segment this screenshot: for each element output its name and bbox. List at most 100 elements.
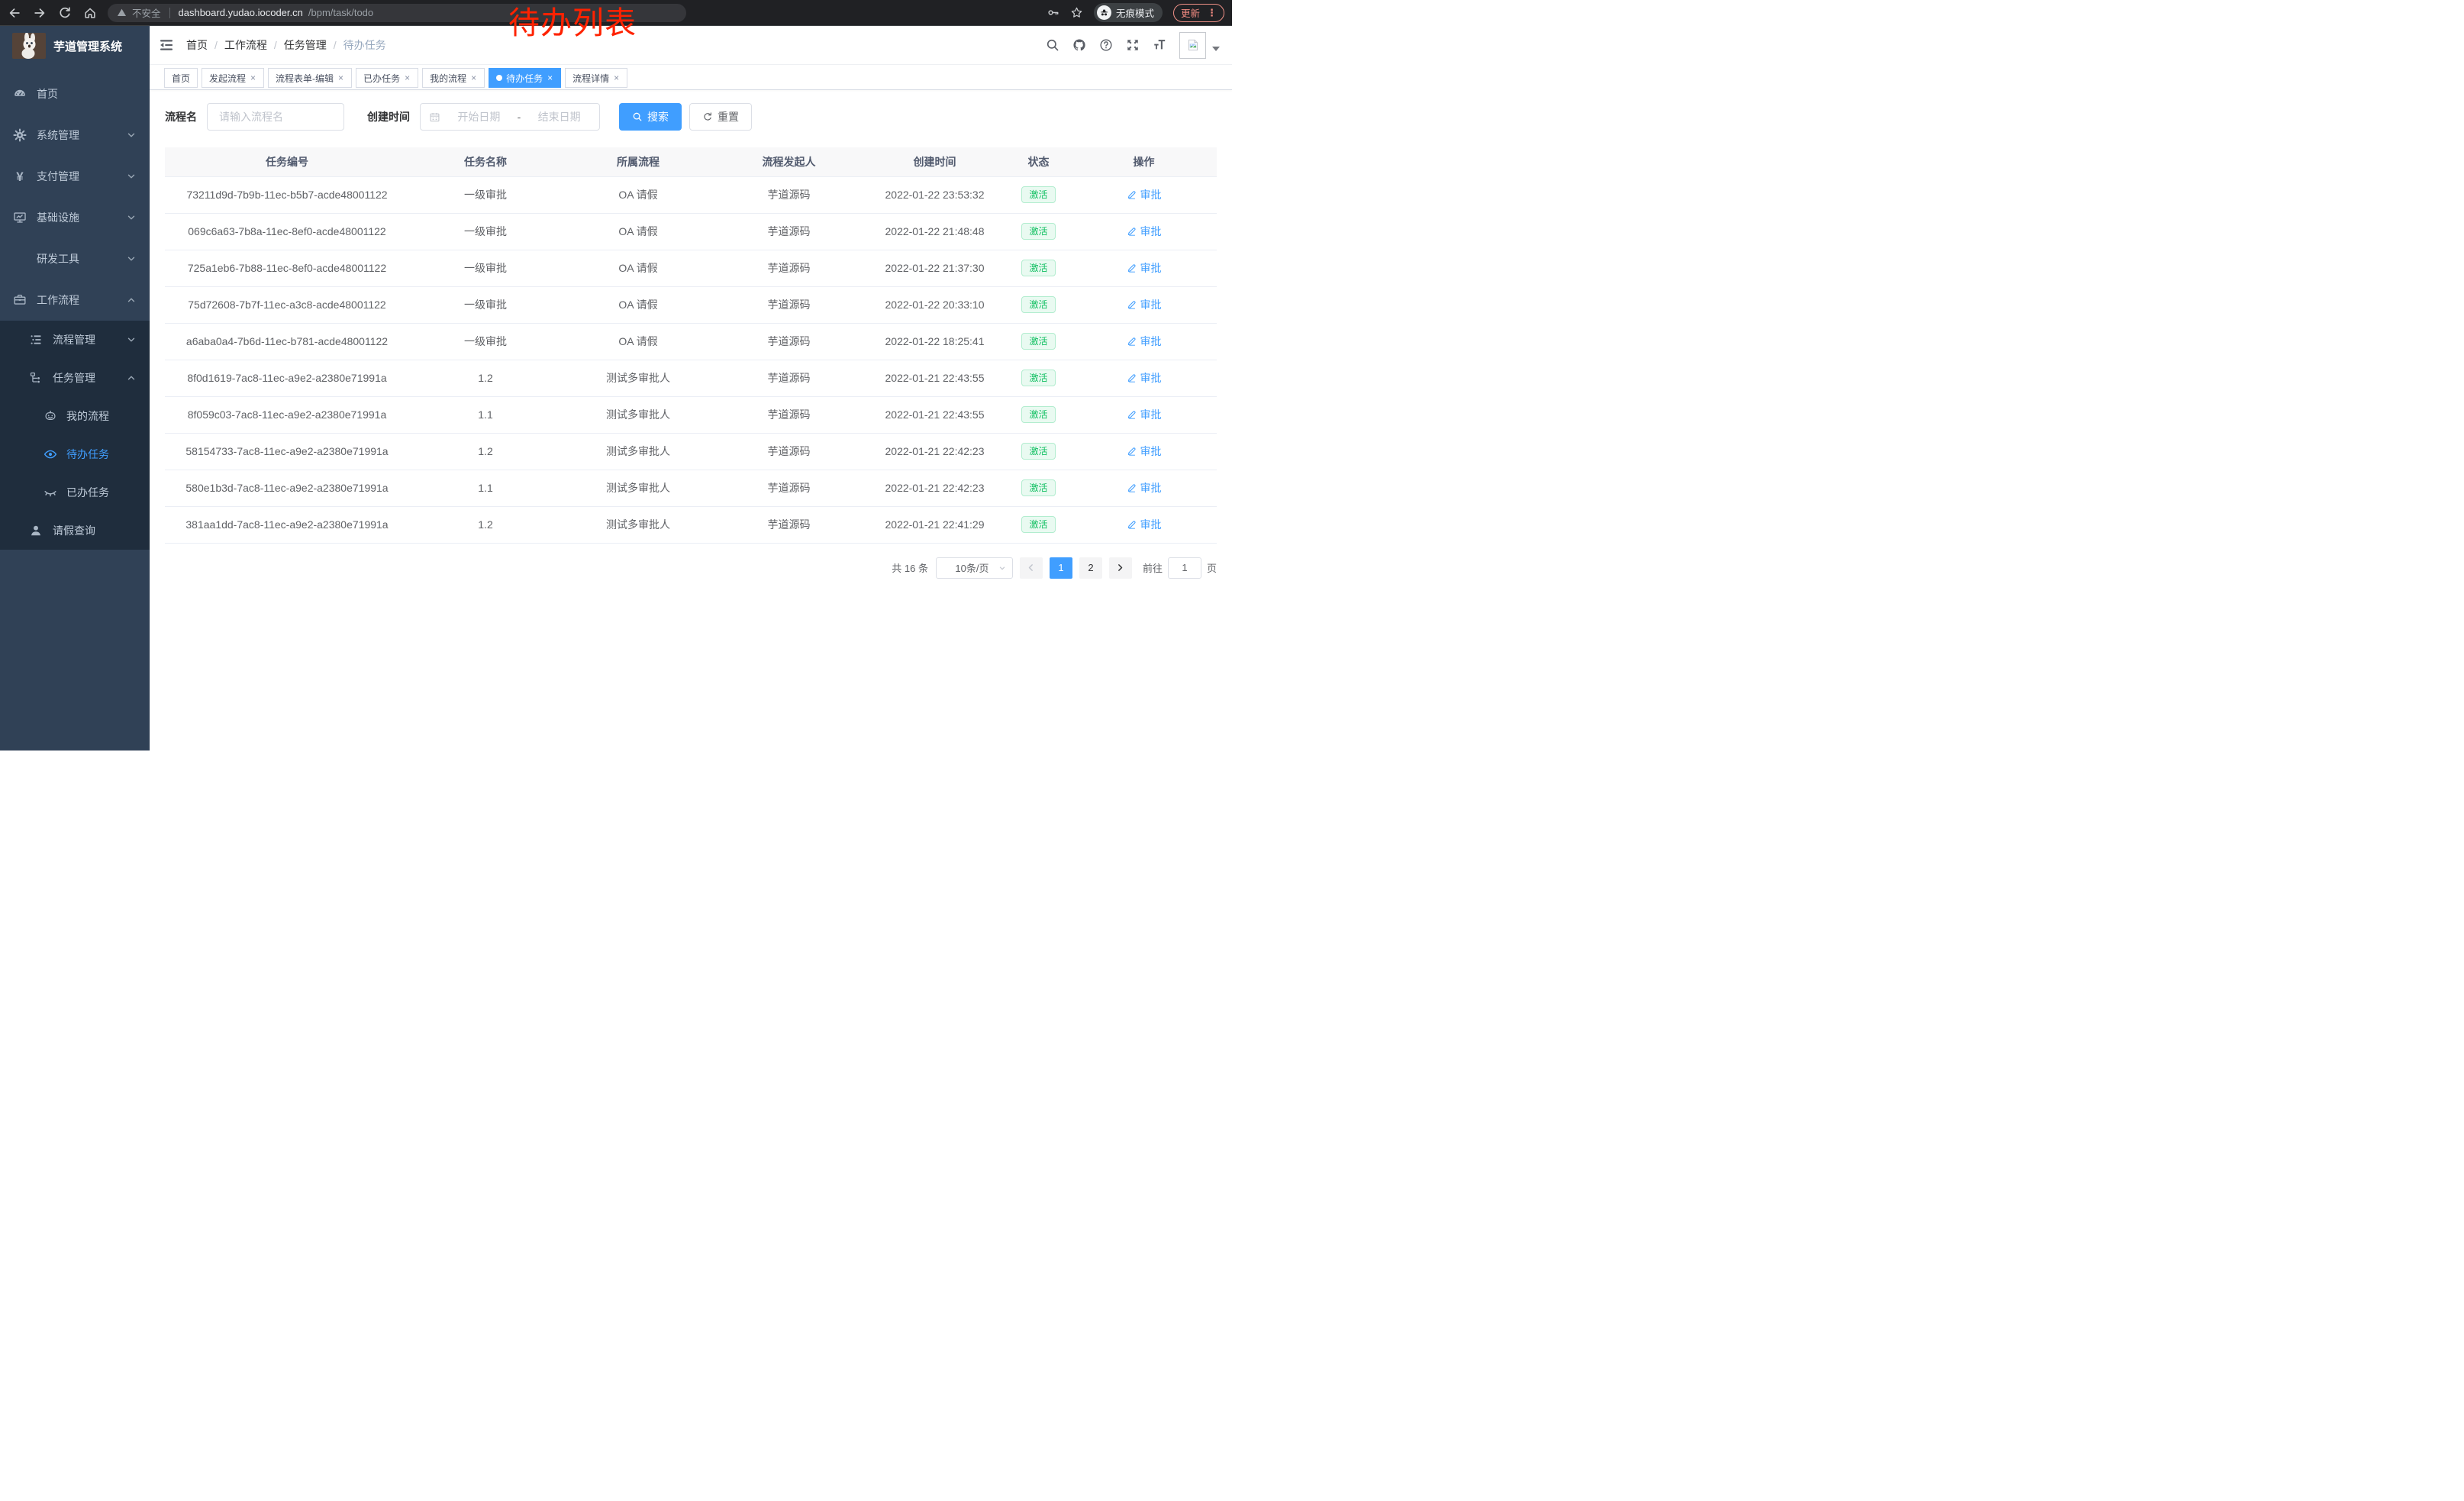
approve-button[interactable]: 审批 xyxy=(1127,297,1162,312)
fullscreen-icon[interactable] xyxy=(1126,38,1140,52)
close-icon[interactable]: × xyxy=(614,73,620,83)
tab-label: 待办任务 xyxy=(506,73,543,84)
next-page-button[interactable] xyxy=(1108,557,1132,579)
sidebar-item-my-process[interactable]: 我的流程 xyxy=(0,397,150,435)
tab-home[interactable]: 首页 xyxy=(164,68,198,88)
page-size-select[interactable]: 10条/页 xyxy=(935,557,1013,579)
approve-label: 审批 xyxy=(1140,372,1162,384)
approve-button[interactable]: 审批 xyxy=(1127,187,1162,202)
breadcrumb: 首页 / 工作流程 / 任务管理 / 待办任务 xyxy=(186,37,386,53)
starter-cell: 芋道源码 xyxy=(714,176,863,214)
approve-label: 审批 xyxy=(1140,299,1162,311)
tab-done-tasks[interactable]: 已办任务 × xyxy=(356,68,419,88)
breadcrumb-task-management[interactable]: 任务管理 xyxy=(283,39,327,51)
created-time-cell: 2022-01-22 18:25:41 xyxy=(863,323,1006,360)
help-icon[interactable] xyxy=(1099,38,1113,52)
user-avatar-menu[interactable] xyxy=(1179,31,1220,59)
browser-menu-icon[interactable]: ⋮ xyxy=(1207,6,1217,18)
edit-icon xyxy=(1127,373,1137,383)
github-icon[interactable] xyxy=(1072,38,1086,52)
process-cell: 测试多审批人 xyxy=(562,360,714,397)
tab-start-process[interactable]: 发起流程 × xyxy=(202,68,265,88)
approve-button[interactable]: 审批 xyxy=(1127,407,1162,422)
tab-todo-tasks[interactable]: 待办任务 × xyxy=(489,68,562,88)
status-cell: 激活 xyxy=(1006,286,1071,324)
page-1-button[interactable]: 1 xyxy=(1049,557,1072,579)
action-cell: 审批 xyxy=(1071,506,1217,544)
forward-icon[interactable] xyxy=(33,6,47,20)
process-cell: 测试多审批人 xyxy=(562,433,714,470)
edit-icon xyxy=(1127,409,1137,420)
sidebar-item-infrastructure[interactable]: 基础设施 xyxy=(0,197,150,238)
app-title: 芋道管理系统 xyxy=(53,40,123,53)
url-host[interactable]: dashboard.yudao.iocoder.cn xyxy=(178,7,303,18)
chrome-update-button[interactable]: 更新 ⋮ xyxy=(1172,3,1224,22)
sidebar-item-done-tasks[interactable]: 已办任务 xyxy=(0,473,150,512)
sidebar-item-todo-tasks[interactable]: 待办任务 xyxy=(0,435,150,473)
approve-button[interactable]: 审批 xyxy=(1127,444,1162,459)
process-name-input[interactable]: 请输入流程名 xyxy=(207,103,344,131)
back-icon[interactable] xyxy=(8,6,21,20)
sidebar-item-leave-query[interactable]: 请假查询 xyxy=(0,512,150,550)
url-path[interactable]: /bpm/task/todo xyxy=(308,7,374,18)
sidebar-logo[interactable]: 芋道管理系统 xyxy=(0,26,150,66)
close-icon[interactable]: × xyxy=(405,73,411,83)
close-icon[interactable]: × xyxy=(547,73,553,83)
approve-button[interactable]: 审批 xyxy=(1127,224,1162,239)
tab-form-edit[interactable]: 流程表单-编辑 × xyxy=(268,68,353,88)
update-label[interactable]: 更新 xyxy=(1180,8,1200,19)
reload-icon[interactable] xyxy=(58,6,72,20)
table-row: 75d72608-7b7f-11ec-a3c8-acde48001122 一级审批… xyxy=(165,286,1217,324)
sidebar-item-home[interactable]: 首页 xyxy=(0,73,150,115)
prev-page-button[interactable] xyxy=(1019,557,1043,579)
font-size-icon[interactable] xyxy=(1153,38,1166,52)
home-icon[interactable] xyxy=(83,6,97,20)
search-icon[interactable] xyxy=(1046,38,1059,52)
bookmark-star-icon[interactable] xyxy=(1070,6,1083,19)
task-name-cell: 一级审批 xyxy=(409,323,562,360)
key-icon[interactable] xyxy=(1047,6,1059,19)
date-range-picker[interactable]: 开始日期 - 结束日期 xyxy=(420,103,600,131)
created-time-cell: 2022-01-21 22:43:55 xyxy=(863,396,1006,434)
goto-page-input[interactable]: 1 xyxy=(1167,557,1201,579)
task-id-cell: 73211d9d-7b9b-11ec-b5b7-acde48001122 xyxy=(165,176,409,214)
starter-cell: 芋道源码 xyxy=(714,250,863,287)
tab-process-detail[interactable]: 流程详情 × xyxy=(565,68,628,88)
breadcrumb-home[interactable]: 首页 xyxy=(186,39,208,51)
approve-label: 审批 xyxy=(1140,482,1162,494)
task-name-cell: 1.1 xyxy=(409,470,562,507)
approve-button[interactable]: 审批 xyxy=(1127,480,1162,495)
breadcrumb-workflow[interactable]: 工作流程 xyxy=(224,39,267,51)
approve-label: 审批 xyxy=(1140,408,1162,421)
dashboard-icon xyxy=(13,87,27,101)
sidebar-item-system-management[interactable]: 系统管理 xyxy=(0,115,150,156)
reset-button[interactable]: 重置 xyxy=(689,103,752,131)
sidebar-collapse-icon[interactable] xyxy=(159,37,174,53)
approve-button[interactable]: 审批 xyxy=(1127,334,1162,349)
status-badge: 激活 xyxy=(1021,223,1056,240)
tab-my-process[interactable]: 我的流程 × xyxy=(422,68,485,88)
page-size-value: 10条/页 xyxy=(955,563,989,574)
sidebar-item-task-management[interactable]: 任务管理 xyxy=(0,359,150,397)
security-label[interactable]: 不安全 xyxy=(132,8,161,19)
close-icon[interactable]: × xyxy=(250,73,256,83)
sidebar-item-label: 流程管理 xyxy=(53,334,95,346)
page-2-button[interactable]: 2 xyxy=(1079,557,1102,579)
sidebar-item-workflow[interactable]: 工作流程 xyxy=(0,279,150,321)
close-icon[interactable]: × xyxy=(471,73,477,83)
approve-button[interactable]: 审批 xyxy=(1127,517,1162,532)
task-id-cell: 8f0d1619-7ac8-11ec-a9e2-a2380e71991a xyxy=(165,360,409,397)
address-bar[interactable]: 不安全 dashboard.yudao.iocoder.cn/bpm/task/… xyxy=(108,3,686,22)
status-badge: 激活 xyxy=(1021,296,1056,313)
sidebar-item-label: 请假查询 xyxy=(53,525,95,537)
sidebar-item-label: 我的流程 xyxy=(66,410,109,422)
sidebar-item-payment-management[interactable]: ¥ 支付管理 xyxy=(0,156,150,197)
starter-cell: 芋道源码 xyxy=(714,506,863,544)
search-button[interactable]: 搜索 xyxy=(619,103,682,131)
sidebar-item-dev-tools[interactable]: 研发工具 xyxy=(0,238,150,279)
sidebar-item-process-management[interactable]: 流程管理 xyxy=(0,321,150,359)
approve-button[interactable]: 审批 xyxy=(1127,260,1162,276)
approve-button[interactable]: 审批 xyxy=(1127,370,1162,386)
status-badge: 激活 xyxy=(1021,516,1056,533)
close-icon[interactable]: × xyxy=(338,73,344,83)
